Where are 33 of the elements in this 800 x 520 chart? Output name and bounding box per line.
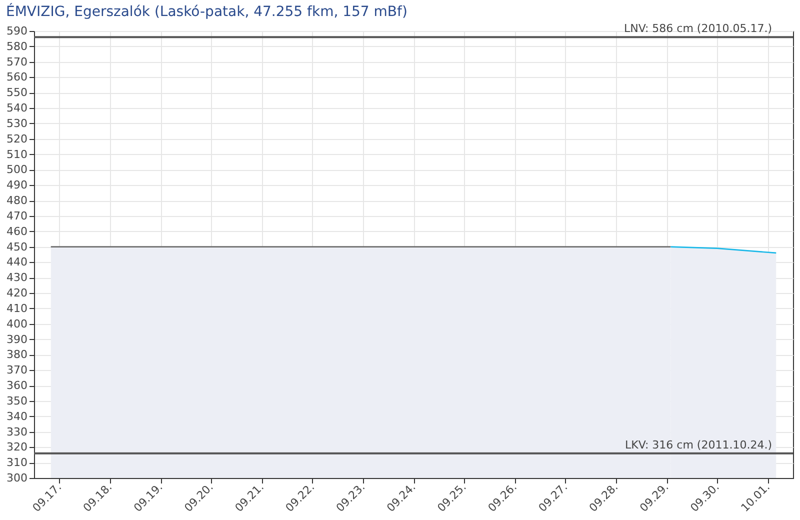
y-tick-label: 530 (6, 116, 28, 130)
y-tick-label: 390 (6, 332, 28, 346)
y-tick-label: 360 (6, 379, 28, 392)
y-tick-label: 470 (6, 209, 28, 222)
y-tick-label: 310 (6, 456, 28, 470)
y-tick-label: 380 (6, 348, 28, 362)
y-tick-label: 520 (6, 132, 28, 146)
ref-line-label: LNV: 586 cm (2010.05.17.) (624, 22, 772, 36)
y-tick-label: 450 (6, 240, 28, 254)
y-tick-label: 590 (6, 24, 28, 38)
y-tick-label: 540 (6, 102, 28, 115)
y-tick-label: 490 (6, 178, 28, 192)
y-tick-label: 440 (6, 256, 28, 269)
y-tick-label: 430 (6, 271, 28, 284)
y-tick-label: 500 (6, 163, 28, 176)
ref-line-label: LKV: 316 cm (2011.10.24.) (625, 438, 772, 452)
y-tick-label: 350 (6, 394, 28, 408)
y-tick-label: 580 (6, 40, 28, 53)
chart-title: ÉMVIZIG, Egerszalók (Laskó-patak, 47.255 fkm, 157 mBf) (6, 3, 408, 20)
y-tick-label: 370 (6, 364, 28, 377)
y-tick-label: 340 (6, 410, 28, 423)
y-tick-label: 570 (6, 55, 28, 68)
y-tick-label: 330 (6, 425, 28, 438)
y-tick-label: 420 (6, 286, 28, 300)
y-tick-label: 480 (6, 194, 28, 208)
y-tick-label: 550 (6, 86, 28, 100)
y-tick-label: 300 (6, 472, 28, 484)
y-tick-label: 320 (6, 440, 28, 454)
y-tick-label: 410 (6, 302, 28, 315)
y-tick-label: 560 (6, 70, 28, 84)
y-tick-label: 460 (6, 224, 28, 238)
y-tick-label: 400 (6, 317, 28, 330)
y-tick-label: 510 (6, 148, 28, 161)
